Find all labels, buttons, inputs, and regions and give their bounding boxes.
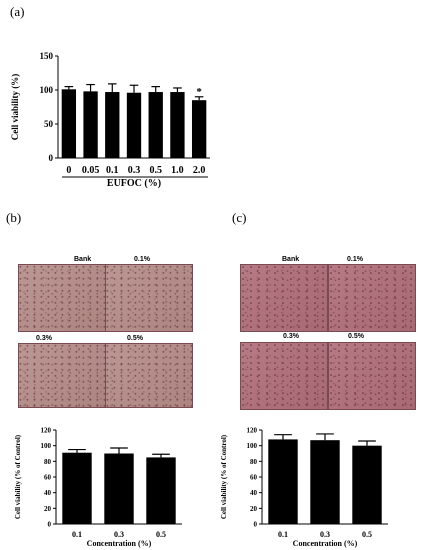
y-tick-label: 50 <box>44 119 54 129</box>
y-tick-label: 80 <box>44 458 52 466</box>
x-tick-label: 2.0 <box>193 165 206 176</box>
micro-b-label-0-3: 0.3% <box>36 335 52 342</box>
x-axis-label: Concentration (%) <box>87 539 152 548</box>
micro-c-label-0-5: 0.5% <box>348 333 364 340</box>
micro-b-label-bank: Bank <box>74 256 92 263</box>
x-tick-label: 0.3 <box>128 165 141 176</box>
x-tick-label: 0.05 <box>82 165 100 176</box>
micrograph-b-bank <box>18 264 106 332</box>
bar-0.1 <box>62 452 92 524</box>
y-tick-label: 40 <box>250 489 258 497</box>
y-tick-label: 100 <box>41 442 52 450</box>
x-tick-label: 1.0 <box>171 165 184 176</box>
x-tick-label: 0.3 <box>114 530 124 539</box>
y-tick-label: 60 <box>44 473 52 481</box>
y-axis-label: Cell viability (% of Control) <box>14 434 22 519</box>
micrograph-b-0-3 <box>18 343 106 408</box>
x-tick-label: 0 <box>66 165 71 176</box>
micrograph-c-0-5 <box>328 342 416 410</box>
y-axis-label: Cell viability (%) <box>10 74 20 141</box>
bar-0.1 <box>105 92 120 158</box>
bar-0.5 <box>352 445 382 524</box>
y-tick-label: 0 <box>254 520 258 528</box>
y-tick-label: 120 <box>247 426 258 434</box>
y-tick-label: 40 <box>44 489 52 497</box>
micro-b-label-0-1: 0.1% <box>134 256 150 263</box>
y-tick-label: 80 <box>250 458 258 466</box>
y-tick-label: 100 <box>247 442 258 450</box>
micrograph-b-0-1 <box>105 264 193 332</box>
bar-0.3 <box>126 92 142 158</box>
micrograph-c-0-1 <box>328 264 416 332</box>
chart-b-cell-viability: 0 20 40 60 80 100 120 0.1 0.3 0.5 Cell viability (… <box>14 426 182 548</box>
y-tick-label: 20 <box>250 505 258 513</box>
bar-0.5 <box>148 92 163 158</box>
y-tick-label: 0 <box>49 153 54 163</box>
micro-c-label-bank: Bank <box>282 256 300 263</box>
bar-0.5 <box>146 457 176 524</box>
x-tick-label: 0.1 <box>72 530 82 539</box>
y-axis-label: Cell viability (% of Control) <box>220 434 228 519</box>
x-tick-label: 0.1 <box>106 165 119 176</box>
bar-0.05 <box>83 91 98 158</box>
y-tick-label: 150 <box>40 51 54 61</box>
panel-label-a: (a) <box>10 4 25 19</box>
x-tick-label: 0.3 <box>320 530 330 539</box>
bar-1.0 <box>170 92 185 158</box>
micrograph-b-0-5 <box>105 343 193 408</box>
micro-c-label-0-3: 0.3% <box>283 333 299 340</box>
micro-b-label-0-5: 0.5% <box>127 335 143 342</box>
significance-annotation: * <box>196 86 202 98</box>
y-tick-label: 20 <box>44 505 52 513</box>
y-tick-label: 120 <box>41 426 52 434</box>
y-tick-label: 60 <box>250 473 258 481</box>
micrograph-c-bank <box>240 264 328 332</box>
chart-a-cell-viability: 0 50 100 150 0 0.05 0.1 0.3 0.5 1.0 2.0 * Cell viabi… <box>10 51 210 189</box>
micrograph-c-0-3 <box>240 342 328 410</box>
bar-0.3 <box>310 440 340 524</box>
chart-c-cell-viability: 0 20 40 60 80 100 120 0.1 0.3 0.5 Cell viability (… <box>220 426 388 548</box>
bar-0.1 <box>268 439 298 524</box>
panel-label-b: (b) <box>6 210 22 225</box>
x-tick-label: 0.1 <box>278 530 288 539</box>
bar-2.0 <box>191 100 207 158</box>
panel-label-c: (c) <box>232 210 247 225</box>
bar-0.3 <box>104 453 134 524</box>
x-tick-label: 0.5 <box>156 530 166 539</box>
y-tick-label: 0 <box>48 520 52 528</box>
bar-0 <box>61 89 77 158</box>
x-tick-label: 0.5 <box>362 530 372 539</box>
x-tick-label: 0.5 <box>149 165 162 176</box>
micro-c-label-0-1: 0.1% <box>347 256 363 263</box>
x-axis-label: Concentration (%) <box>293 539 358 548</box>
x-axis-label: EUFOC (%) <box>107 178 161 189</box>
y-tick-label: 100 <box>40 85 54 95</box>
